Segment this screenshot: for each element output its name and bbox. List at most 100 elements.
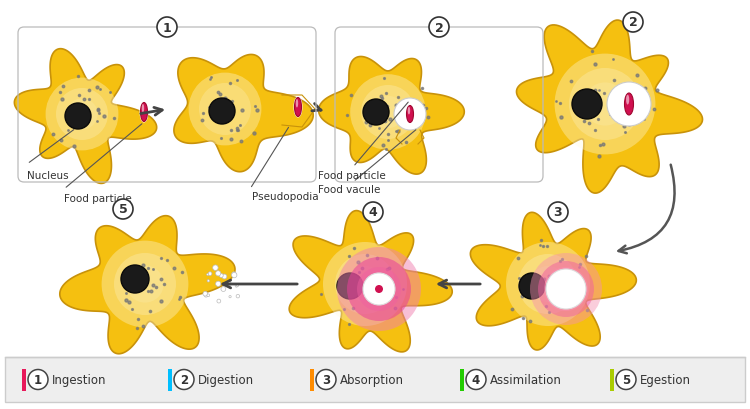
Circle shape (429, 18, 449, 38)
Circle shape (203, 292, 208, 296)
Text: Food particle: Food particle (64, 193, 132, 204)
Text: Digestion: Digestion (198, 373, 254, 386)
Text: 2: 2 (628, 16, 638, 29)
Circle shape (28, 370, 48, 389)
Text: Food vacule: Food vacule (318, 184, 380, 195)
Circle shape (207, 294, 210, 297)
Ellipse shape (101, 241, 188, 328)
Circle shape (347, 257, 411, 321)
Circle shape (221, 287, 226, 292)
Circle shape (236, 294, 240, 298)
Circle shape (236, 285, 238, 287)
Circle shape (538, 261, 594, 317)
Circle shape (623, 13, 643, 33)
Text: 5: 5 (118, 203, 128, 216)
Circle shape (209, 272, 212, 276)
Ellipse shape (408, 108, 410, 115)
Circle shape (572, 90, 602, 120)
Polygon shape (517, 21, 703, 193)
FancyBboxPatch shape (5, 357, 745, 402)
Ellipse shape (140, 102, 148, 123)
Circle shape (207, 280, 209, 282)
Circle shape (121, 265, 149, 293)
Ellipse shape (296, 100, 298, 108)
Ellipse shape (361, 86, 415, 139)
Circle shape (316, 370, 336, 389)
Ellipse shape (372, 97, 404, 129)
Circle shape (157, 18, 177, 38)
Ellipse shape (569, 69, 641, 141)
Bar (168, 369, 172, 391)
Circle shape (113, 200, 133, 220)
Ellipse shape (506, 243, 590, 326)
Text: 3: 3 (322, 373, 330, 386)
Circle shape (357, 267, 401, 311)
Ellipse shape (56, 89, 108, 141)
Ellipse shape (623, 93, 634, 117)
Circle shape (394, 99, 426, 131)
Polygon shape (470, 213, 636, 350)
Ellipse shape (625, 94, 634, 116)
Text: 1: 1 (34, 373, 42, 386)
Circle shape (607, 83, 651, 127)
Circle shape (519, 273, 545, 299)
Ellipse shape (188, 74, 262, 146)
Circle shape (232, 272, 236, 276)
Ellipse shape (142, 105, 144, 113)
Circle shape (215, 271, 220, 276)
Circle shape (337, 273, 363, 299)
Circle shape (65, 104, 91, 130)
Ellipse shape (295, 98, 302, 117)
Ellipse shape (335, 254, 395, 314)
Text: Egestion: Egestion (640, 373, 691, 386)
Polygon shape (60, 216, 235, 354)
Text: 2: 2 (435, 21, 443, 34)
Text: 4: 4 (472, 373, 480, 386)
Ellipse shape (406, 106, 413, 123)
Ellipse shape (554, 54, 656, 155)
Ellipse shape (140, 103, 148, 122)
Ellipse shape (347, 266, 383, 302)
Bar (460, 369, 464, 391)
Bar (22, 369, 26, 391)
Circle shape (375, 285, 383, 293)
Circle shape (213, 265, 218, 271)
Text: Food particle: Food particle (318, 171, 386, 180)
Ellipse shape (199, 84, 251, 136)
Circle shape (226, 281, 231, 286)
Circle shape (236, 285, 238, 288)
Text: Ingestion: Ingestion (52, 373, 106, 386)
Bar (610, 369, 614, 391)
Polygon shape (174, 55, 314, 172)
Circle shape (466, 370, 486, 389)
Circle shape (363, 100, 389, 126)
Circle shape (217, 299, 220, 303)
Circle shape (337, 247, 421, 331)
Text: 2: 2 (180, 373, 188, 386)
Text: Pseudopodia: Pseudopodia (252, 191, 319, 202)
Ellipse shape (67, 99, 98, 130)
Circle shape (229, 296, 231, 298)
Ellipse shape (530, 266, 566, 302)
Text: 5: 5 (622, 373, 630, 386)
Circle shape (222, 274, 226, 279)
Circle shape (544, 267, 588, 311)
Circle shape (207, 274, 209, 276)
Ellipse shape (114, 254, 176, 315)
Text: Assimilation: Assimilation (490, 373, 562, 386)
Polygon shape (14, 49, 157, 184)
Text: Nucleus: Nucleus (27, 171, 69, 180)
Text: 1: 1 (163, 21, 171, 34)
Bar (310, 369, 314, 391)
Circle shape (174, 370, 194, 389)
Ellipse shape (584, 83, 626, 126)
Text: 4: 4 (369, 206, 377, 219)
Circle shape (546, 270, 586, 309)
Circle shape (219, 274, 224, 278)
Ellipse shape (323, 243, 407, 326)
Ellipse shape (518, 254, 578, 314)
Ellipse shape (127, 266, 164, 303)
Circle shape (548, 202, 568, 222)
Text: Absorption: Absorption (340, 373, 404, 386)
Ellipse shape (626, 95, 629, 105)
